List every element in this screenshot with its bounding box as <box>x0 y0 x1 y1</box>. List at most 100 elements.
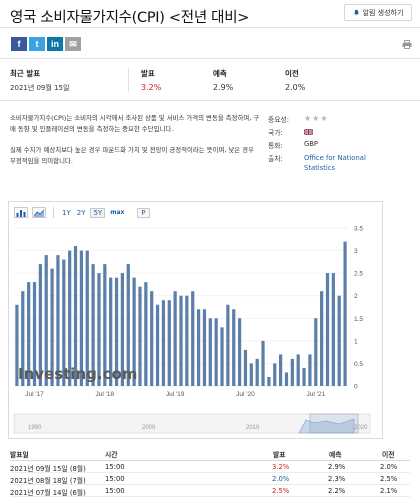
divider <box>128 68 129 92</box>
column-header: 발표일 <box>10 451 29 459</box>
description-paragraph: 실제 수치가 예상치보다 높은 경우 파운드화 가치 및 전망이 긍정적이라는 … <box>10 146 254 165</box>
chart-bar <box>226 304 230 386</box>
range-5y-button[interactable]: 5Y <box>90 207 106 218</box>
chart-bar <box>255 358 259 386</box>
chart-bar <box>91 264 95 386</box>
facebook-icon[interactable]: f <box>11 37 27 51</box>
twitter-icon[interactable]: t <box>29 37 45 51</box>
chart-bar <box>196 309 201 386</box>
forecast-cell: 2.9% <box>328 463 346 471</box>
chart-toolbar: 1Y 2Y 5Y max P <box>14 207 150 218</box>
actual-stat: 발표 3.2% <box>141 68 161 92</box>
history-table: 발표일 시간 발표 예측 이전 2021년 09월 15일 (8월) 15:00… <box>10 447 410 497</box>
chart-bar <box>68 250 72 386</box>
currency-value: GBP <box>304 140 319 148</box>
chart-bar <box>314 318 318 386</box>
x-tick-label: Jul '17 <box>25 391 44 398</box>
previous-cell: 2.5% <box>380 475 398 483</box>
navigator-label: 2010 <box>246 425 260 431</box>
range-max-button[interactable]: max <box>110 209 125 216</box>
bell-icon <box>353 9 359 16</box>
release-time: 15:00 <box>105 475 125 483</box>
latest-release-date: 2021년 09월 15일 <box>10 84 70 92</box>
chart-bar <box>208 318 212 386</box>
chart-bar <box>214 318 218 386</box>
table-row: 2021년 07월 14일 (6월) 15:00 2.5% 2.2% 2.1% <box>10 485 410 497</box>
chart-bar <box>179 295 183 386</box>
table-row: 2021년 09월 15일 (8월) 15:00 3.2% 2.9% 2.0% <box>10 461 410 473</box>
chart-bar <box>50 268 54 386</box>
release-date: 2021년 09월 15일 (8월) <box>10 465 86 473</box>
chart-bar <box>161 300 166 386</box>
x-tick-label: Jul '18 <box>96 391 115 398</box>
source-link-line: Office for National <box>304 154 366 162</box>
chart-bar <box>284 372 289 386</box>
chart-bar <box>261 340 265 386</box>
create-alert-label: 알림 생성하기 <box>362 8 404 17</box>
forecast-stat: 예측 2.9% <box>213 68 233 92</box>
area-chart-icon[interactable] <box>32 207 46 218</box>
chart-bar <box>343 241 347 386</box>
y-tick-label: 0.5 <box>354 361 363 368</box>
chart-bar <box>27 282 31 386</box>
chart-navigator[interactable] <box>13 413 371 434</box>
chart-bar <box>138 286 142 386</box>
y-tick-label: 3 <box>354 248 358 255</box>
chart-bar <box>103 264 107 386</box>
email-icon[interactable]: ✉ <box>65 37 81 51</box>
chart-bar <box>185 295 189 386</box>
chart-bar <box>308 354 312 386</box>
y-tick-label: 1 <box>354 338 358 345</box>
importance-stars: ★★★ <box>304 114 329 123</box>
bar-chart-icon[interactable] <box>14 207 28 218</box>
create-alert-button[interactable]: 알림 생성하기 <box>344 4 412 21</box>
table-row: 2021년 08월 18일 (7월) 15:00 2.0% 2.3% 2.5% <box>10 473 410 485</box>
linkedin-icon[interactable]: in <box>47 37 63 51</box>
actual-cell: 2.5% <box>272 487 290 495</box>
y-tick-label: 2.5 <box>354 271 363 278</box>
navigator-label: 2020 <box>354 425 368 431</box>
chart-bar <box>191 291 195 386</box>
range-1y-button[interactable]: 1Y <box>62 208 71 217</box>
actual-label: 발표 <box>141 69 155 78</box>
chart-bar <box>296 354 300 386</box>
navigator-series <box>298 418 355 434</box>
chart-bar <box>56 255 60 386</box>
navigator-label: 1990 <box>28 425 42 431</box>
divider <box>0 27 420 28</box>
range-2y-button[interactable]: 2Y <box>76 208 86 217</box>
source-link[interactable]: Office for National Statistics <box>304 153 366 173</box>
previous-cell: 2.0% <box>380 463 398 471</box>
navigator-window[interactable] <box>309 413 359 434</box>
actual-value: 3.2% <box>141 83 162 92</box>
chart-bar <box>320 291 324 386</box>
chart-bar <box>21 291 25 386</box>
chart-bar <box>32 282 37 386</box>
latest-release-label: 최근 발표 <box>10 69 41 78</box>
x-tick-label: Jul '21 <box>306 391 325 398</box>
chart-bar <box>331 273 335 386</box>
forecast-label: 예측 <box>213 69 227 78</box>
chart-bar <box>15 304 19 386</box>
chart-bar <box>79 250 83 386</box>
y-tick-label: 0 <box>354 384 358 391</box>
navigator-label: 2000 <box>142 425 156 431</box>
print-icon[interactable] <box>402 40 412 49</box>
chart-bar <box>325 273 330 386</box>
source-link-line: Statistics <box>304 164 336 172</box>
y-tick-label: 1.5 <box>354 316 363 323</box>
chart-bar <box>173 291 177 386</box>
chart-bar <box>337 295 341 386</box>
period-button[interactable]: P <box>137 207 150 218</box>
chart-bar <box>73 246 78 386</box>
chart-bar <box>155 304 160 386</box>
share-bar: f t in ✉ <box>11 37 81 51</box>
chart-bar <box>232 309 236 386</box>
chart-bar <box>126 264 130 386</box>
column-header: 이전 <box>382 451 395 459</box>
indicator-meta: 중요성: ★★★ 국가: 통화: GBP 출처: Office for Nation… <box>268 114 413 173</box>
cpi-chart[interactable]: 0 0.5 1 1.5 2 2.5 3 3.5 Jul '17 Jul '18 Jul '19 Jul… <box>10 226 382 438</box>
forecast-value: 2.9% <box>213 83 234 92</box>
chart-bar <box>109 277 113 386</box>
chart-bar <box>97 273 101 386</box>
